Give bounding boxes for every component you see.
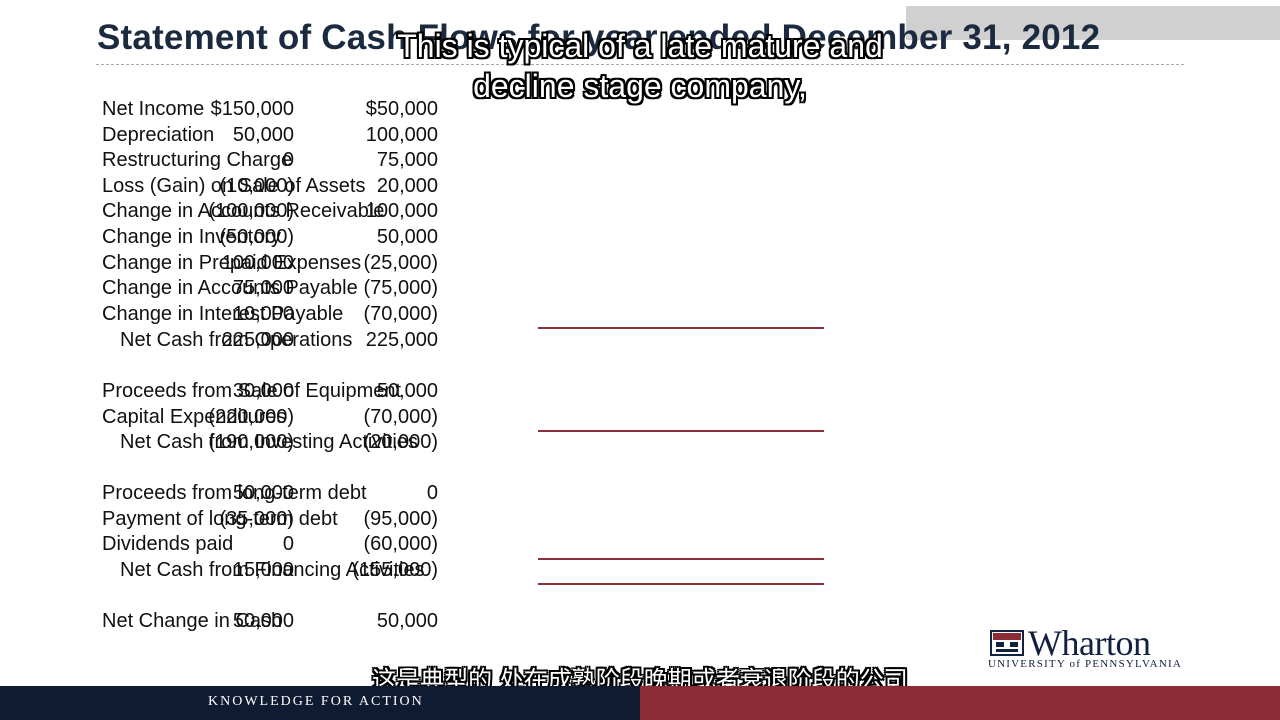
row-value-col1: $150,000 bbox=[210, 98, 294, 120]
row-label: Net Change in Cash bbox=[102, 610, 283, 632]
logo-subtitle: UNIVERSITY of PENNSYLVANIA bbox=[988, 658, 1182, 670]
table-row: Proceeds from Sale of Equipment 30,000 50,… bbox=[0, 380, 900, 405]
row-value-col1: (190,000) bbox=[208, 431, 294, 453]
row-value-col2: 50,000 bbox=[376, 380, 438, 402]
subtotal-rule-investing bbox=[538, 430, 824, 432]
table-row: Depreciation 50,000 100,000 bbox=[0, 124, 900, 149]
row-label: Restructuring Charge bbox=[102, 149, 293, 171]
title-divider bbox=[96, 64, 1184, 65]
row-value-col2: 100,000 bbox=[365, 200, 438, 222]
row-value-col1: 50,000 bbox=[232, 482, 294, 504]
table-row: Change in Prepaid Expenses 100,000 (25,000… bbox=[0, 252, 900, 277]
row-value-col1: (50,000) bbox=[219, 226, 295, 248]
row-value-col1: 225,000 bbox=[221, 329, 294, 351]
row-value-col2: (25,000) bbox=[363, 252, 439, 274]
row-value-col2: (20,000) bbox=[363, 431, 439, 453]
row-value-col2: (75,000) bbox=[363, 277, 439, 299]
row-label: Loss (Gain) on Sale of Assets bbox=[102, 175, 366, 197]
footer-maroon-bar bbox=[640, 686, 1280, 720]
row-label: Net Cash from Investing Activities bbox=[120, 431, 418, 453]
row-value-col2: (70,000) bbox=[363, 406, 439, 428]
subtotal-row: Net Cash from Financing Activities 15,000… bbox=[0, 559, 900, 584]
subtotal-rule-operations-col2 bbox=[678, 327, 824, 329]
row-value-col2: 50,000 bbox=[376, 226, 438, 248]
row-value-col1: 75,000 bbox=[232, 277, 294, 299]
row-label: Change in Prepaid Expenses bbox=[102, 252, 362, 274]
shield-icon bbox=[990, 630, 1024, 656]
subtotal-row: Net Cash from Investing Activities (190,0… bbox=[0, 431, 900, 456]
row-value-col1: (100,000) bbox=[208, 200, 294, 222]
subtotal-row: Net Cash from Operations 225,000 225,000 bbox=[0, 329, 900, 354]
row-label: Net Cash from Financing Activities bbox=[120, 559, 425, 581]
subtitle-line-1: This is typical of a late mature and bbox=[397, 28, 883, 64]
row-label: Net Income bbox=[102, 98, 205, 120]
footer-navy-bar: KNOWLEDGE FOR ACTION bbox=[0, 686, 640, 720]
subtitle-line-2: decline stage company, bbox=[473, 68, 807, 104]
row-value-col2: (60,000) bbox=[363, 533, 439, 555]
footer-tagline: KNOWLEDGE FOR ACTION bbox=[208, 694, 424, 709]
row-value-col1: 50,000 bbox=[232, 124, 294, 146]
table-row: Capital Expenditures (220,000) (70,000) bbox=[0, 406, 900, 431]
row-label: Capital Expenditures bbox=[102, 406, 287, 428]
row-label: Change in Inventory bbox=[102, 226, 282, 248]
row-label: Change in Accounts Receivable bbox=[102, 200, 385, 222]
subtotal-rule-financing-top bbox=[538, 558, 824, 560]
row-label: Proceeds from long-term debt bbox=[102, 482, 367, 504]
row-value-col1: (220,000) bbox=[208, 406, 294, 428]
table-row: Payment of long-term debt (35,000) (95,000… bbox=[0, 508, 900, 533]
row-label: Payment of long-term debt bbox=[102, 508, 338, 530]
row-label: Proceeds from Sale of Equipment bbox=[102, 380, 402, 402]
wharton-logo: Wharton UNIVERSITY of PENNSYLVANIA bbox=[988, 623, 1198, 674]
row-value-col2: (155,000) bbox=[352, 559, 438, 581]
row-label: Dividends paid bbox=[102, 533, 234, 555]
row-value-col1: 30,000 bbox=[232, 380, 294, 402]
table-row: Change in Inventory (50,000) 50,000 bbox=[0, 226, 900, 251]
row-value-col2: 75,000 bbox=[376, 149, 438, 171]
row-value-col2: 50,000 bbox=[376, 610, 438, 632]
row-value-col2: (70,000) bbox=[363, 303, 439, 325]
row-value-col1: 10,000 bbox=[232, 303, 294, 325]
table-row: Restructuring Charge 0 75,000 bbox=[0, 149, 900, 174]
table-row: Change in Accounts Payable 75,000 (75,000) bbox=[0, 277, 900, 302]
table-row: Net Change in Cash 50,000 50,000 bbox=[0, 610, 900, 635]
table-row: Proceeds from long-term debt 50,000 0 bbox=[0, 482, 900, 507]
row-label: Net Cash from Operations bbox=[120, 329, 353, 351]
logo-wordmark: Wharton bbox=[1028, 623, 1151, 663]
row-value-col2: 225,000 bbox=[365, 329, 438, 351]
row-value-col1: 0 bbox=[282, 149, 294, 171]
slide-title: Statement of Cash Flows for year ended D… bbox=[97, 18, 1101, 57]
table-row: Change in Interest Payable 10,000 (70,000) bbox=[0, 303, 900, 328]
header-shade-box bbox=[906, 6, 1280, 40]
row-value-col1: (10,000) bbox=[219, 175, 295, 197]
table-row: Loss (Gain) on Sale of Assets (10,000) 20,… bbox=[0, 175, 900, 200]
row-label: Change in Accounts Payable bbox=[102, 277, 358, 299]
table-row: Net Income $150,000 $50,000 bbox=[0, 98, 900, 123]
row-value-col1: 50,000 bbox=[232, 610, 294, 632]
table-row: Change in Accounts Receivable (100,000) 10… bbox=[0, 200, 900, 225]
subtotal-rule-operations-col1 bbox=[538, 327, 678, 329]
row-value-col1: 100,000 bbox=[221, 252, 294, 274]
row-value-col1: (35,000) bbox=[219, 508, 295, 530]
row-value-col2: 100,000 bbox=[365, 124, 438, 146]
row-label: Depreciation bbox=[102, 124, 215, 146]
row-value-col1: 0 bbox=[282, 533, 294, 555]
row-value-col2: (95,000) bbox=[363, 508, 439, 530]
row-value-col2: $50,000 bbox=[365, 98, 438, 120]
row-value-col2: 0 bbox=[426, 482, 438, 504]
row-value-col2: 20,000 bbox=[376, 175, 438, 197]
subtotal-rule-financing-bottom bbox=[538, 583, 824, 585]
row-label: Change in Interest Payable bbox=[102, 303, 344, 325]
row-value-col1: 15,000 bbox=[232, 559, 294, 581]
table-row: Dividends paid 0 (60,000) bbox=[0, 533, 900, 558]
